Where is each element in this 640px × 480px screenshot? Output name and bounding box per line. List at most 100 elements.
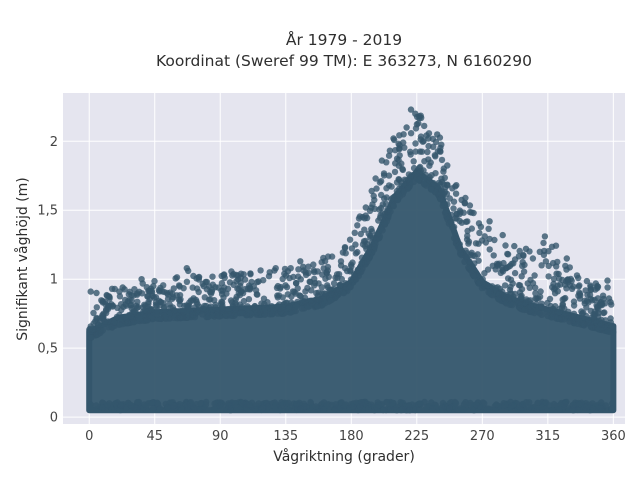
scatter-points xyxy=(86,106,617,414)
scatter-point xyxy=(485,225,492,232)
scatter-point xyxy=(117,402,125,409)
scatter-point xyxy=(546,402,553,409)
scatter-point xyxy=(287,265,294,272)
scatter-point xyxy=(305,263,312,270)
scatter-point xyxy=(172,275,179,282)
scatter-point xyxy=(412,125,420,132)
scatter-point xyxy=(128,301,135,309)
scatter-point xyxy=(412,140,419,147)
scatter-point xyxy=(602,317,609,324)
scatter-point xyxy=(321,258,329,265)
scatter-point xyxy=(497,269,504,277)
scatter-point xyxy=(222,311,230,318)
scatter-point xyxy=(87,334,95,341)
scatter-point xyxy=(407,106,415,113)
scatter-point xyxy=(112,400,119,407)
scatter-point xyxy=(554,258,561,266)
x-tick-label: 135 xyxy=(273,429,298,444)
scatter-point xyxy=(312,403,320,410)
scatter-point xyxy=(456,210,463,218)
scatter-point xyxy=(177,296,184,303)
scatter-point xyxy=(449,185,456,192)
scatter-point xyxy=(105,324,112,331)
scatter-point xyxy=(169,304,176,311)
scatter-point xyxy=(290,273,297,281)
scatter-point xyxy=(239,303,246,311)
scatter-point xyxy=(519,262,526,270)
scatter-point xyxy=(346,236,354,243)
scatter-point xyxy=(536,293,544,300)
scatter-point xyxy=(444,216,451,223)
scatter-point xyxy=(212,301,219,308)
scatter-point xyxy=(529,255,537,262)
scatter-point xyxy=(432,138,440,146)
scatter-point xyxy=(391,168,399,176)
scatter-point xyxy=(468,267,475,275)
scatter-point xyxy=(430,181,438,189)
scatter-point xyxy=(485,289,492,296)
scatter-point xyxy=(598,301,606,309)
scatter-point xyxy=(205,313,212,320)
scatter-point xyxy=(566,318,573,325)
scatter-point xyxy=(431,152,439,159)
scatter-point xyxy=(452,400,460,407)
scatter-point xyxy=(430,143,437,150)
scatter-point xyxy=(201,302,208,310)
scatter-point xyxy=(470,209,477,217)
scatter-point xyxy=(376,179,384,186)
scatter-point xyxy=(352,250,360,257)
scatter-point xyxy=(89,326,97,333)
y-tick-label: 0 xyxy=(50,411,58,426)
scatter-point xyxy=(111,285,119,293)
scatter-point xyxy=(307,398,314,406)
scatter-point xyxy=(403,124,410,131)
scatter-point xyxy=(466,258,473,265)
scatter-point xyxy=(477,223,485,230)
scatter-point xyxy=(183,401,191,408)
scatter-point xyxy=(253,291,260,298)
scatter-point xyxy=(511,256,519,263)
scatter-point xyxy=(358,254,366,261)
scatter-point xyxy=(358,399,365,406)
scatter-point xyxy=(357,230,364,238)
scatter-point xyxy=(260,295,268,302)
scatter-point xyxy=(93,315,100,323)
scatter-point xyxy=(378,224,385,232)
scatter-point xyxy=(207,290,215,297)
y-tick-label: 1,5 xyxy=(37,204,58,219)
scatter-point xyxy=(518,273,525,280)
scatter-point xyxy=(130,318,138,326)
y-tick-label: 1 xyxy=(50,273,58,288)
scatter-point xyxy=(588,323,595,331)
scatter-point xyxy=(509,301,516,309)
scatter-point xyxy=(464,227,471,235)
scatter-point xyxy=(266,269,273,276)
scatter-point xyxy=(410,158,417,165)
scatter-point xyxy=(356,213,364,220)
scatter-point xyxy=(275,292,283,299)
scatter-point xyxy=(502,401,509,409)
scatter-point xyxy=(471,260,478,267)
scatter-point xyxy=(591,313,598,320)
scatter-point xyxy=(106,403,114,410)
scatter-point xyxy=(440,168,447,175)
scatter-point xyxy=(425,130,433,137)
scatter-point xyxy=(365,405,372,412)
scatter-point xyxy=(520,268,528,275)
scatter-point xyxy=(538,262,545,269)
scatter-point xyxy=(203,286,210,293)
scatter-point xyxy=(583,404,591,411)
x-tick-label: 270 xyxy=(470,429,495,444)
scatter-point xyxy=(508,260,515,268)
scatter-point xyxy=(341,244,349,252)
scatter-point xyxy=(525,304,532,312)
scatter-point xyxy=(444,162,451,169)
scatter-point xyxy=(387,405,394,412)
scatter-point xyxy=(400,139,407,146)
scatter-point xyxy=(145,308,152,315)
scatter-point xyxy=(227,407,234,414)
scatter-point xyxy=(361,226,368,233)
scatter-point xyxy=(224,402,231,409)
scatter-point xyxy=(407,130,415,137)
scatter-point xyxy=(368,187,375,195)
